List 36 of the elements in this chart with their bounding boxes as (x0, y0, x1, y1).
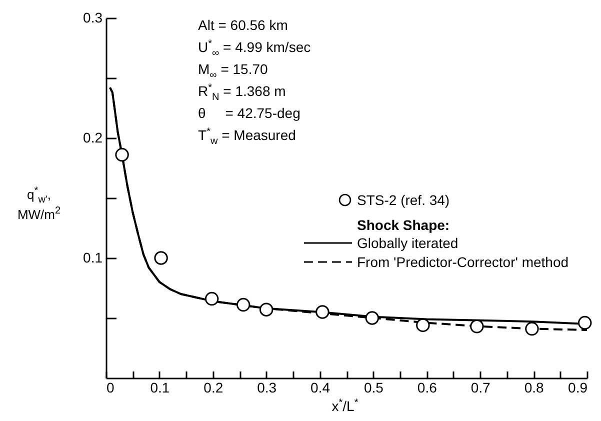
annotation: θ = 42.75-deg (198, 104, 302, 123)
point (416, 318, 430, 332)
legend-label: STS-2 (ref. 34) (357, 192, 450, 208)
x-tick-label: 0 (106, 380, 114, 396)
x-axis-title: x$^{*}$/L$^{*}$ (330, 397, 360, 414)
x-tick-label: 0.4 (310, 380, 330, 396)
point (236, 298, 250, 312)
point (259, 302, 274, 316)
x-tick-label: 0.1 (150, 380, 170, 396)
legend-label: From 'Predictor-Corrector' method (357, 254, 569, 270)
x-tick-label: 0.2 (204, 380, 224, 396)
x-tick-label: 0.6 (417, 380, 438, 396)
y-tick-label: 0.3 (83, 10, 103, 26)
x-tick-label: 0.7 (470, 380, 491, 396)
annotation: M$_{∞}$ = 15.70 (198, 60, 269, 81)
point (578, 316, 592, 330)
point (316, 305, 330, 319)
annotation: R$^{*}$$_{N}$ = 1.368 m (198, 81, 287, 103)
legend-title: Shock Shape: (356, 216, 451, 233)
point (115, 148, 129, 162)
annotation: U$^{*}$$_{∞}$ = 4.99 km/sec (198, 37, 311, 59)
x-tick-label: 0.9 (568, 380, 588, 396)
point (525, 322, 539, 336)
point (154, 251, 168, 265)
annotation: Alt = 60.56 km (198, 16, 289, 35)
y-tick-label: 0.2 (83, 130, 103, 146)
x-tick-label: 0.5 (364, 380, 384, 396)
point (204, 292, 219, 306)
x-tick-label: 0.8 (524, 380, 544, 396)
x-tick-label: 0.3 (257, 380, 277, 396)
legend-label: Globally iterated (357, 234, 458, 250)
point (365, 311, 380, 325)
point (470, 320, 484, 334)
annotation: T$^{*}$$_{w}$ = Measured (198, 125, 297, 147)
y-axis-title: q$^{*}$$_{w'}$, MW/m$^{2}$ (16, 185, 62, 224)
y-tick-label: 0.1 (83, 250, 103, 266)
